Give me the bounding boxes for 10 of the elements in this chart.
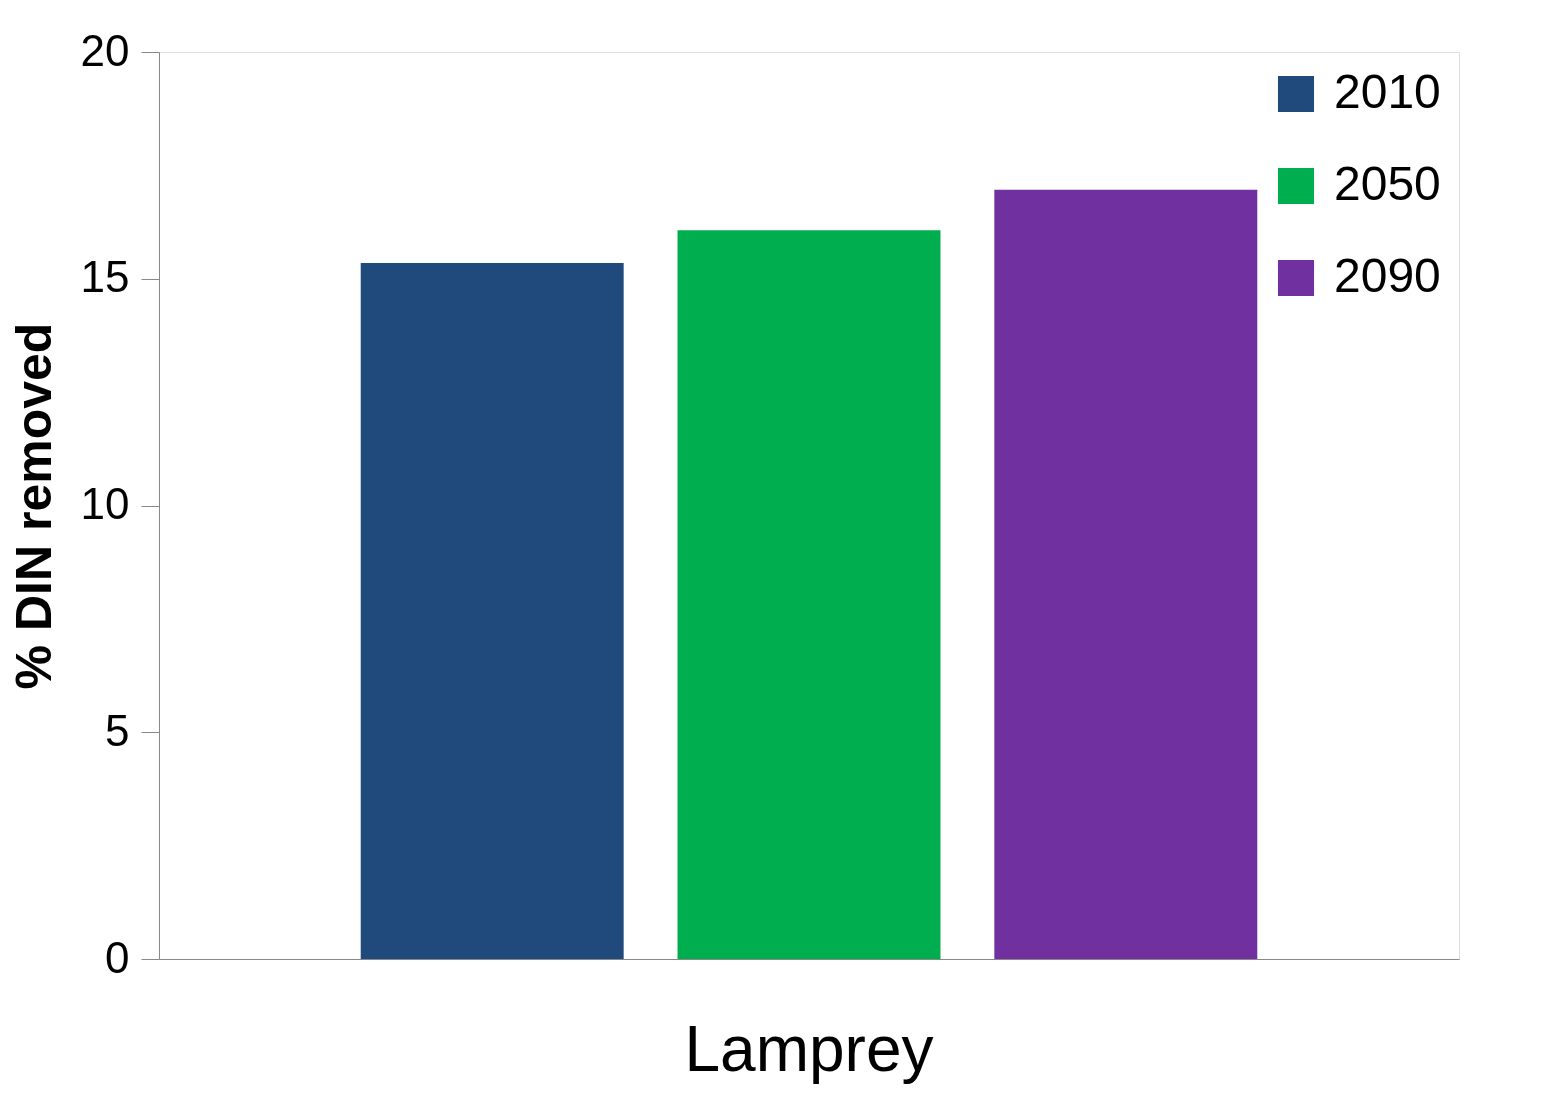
legend-label: 2050 <box>1334 157 1441 210</box>
y-axis-title: % DIN removed <box>5 322 62 690</box>
y-tick-label: 0 <box>105 932 130 982</box>
y-tick-label: 10 <box>80 479 130 528</box>
y-tick-label: 5 <box>105 705 130 755</box>
y-tick-label: 15 <box>80 252 130 302</box>
legend-label: 2090 <box>1334 249 1441 302</box>
legend-label: 2010 <box>1334 65 1441 118</box>
x-tick-label: Lamprey <box>684 1012 934 1085</box>
y-tick-label: 20 <box>80 25 130 75</box>
